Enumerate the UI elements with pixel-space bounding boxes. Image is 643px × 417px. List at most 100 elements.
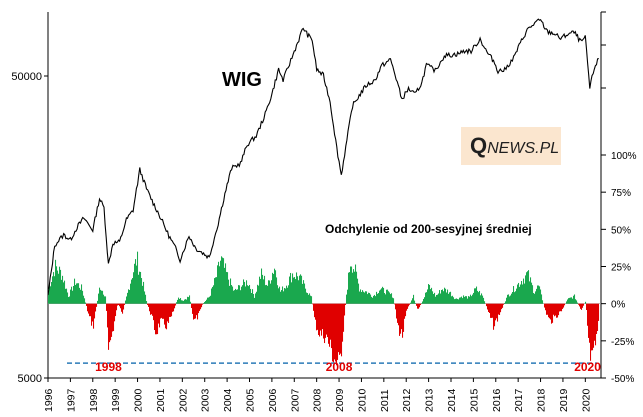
deviation-bar-positive (447, 289, 449, 304)
x-tick-label: 2005 (244, 388, 256, 412)
deviation-bar-negative (121, 303, 123, 312)
deviation-bar-positive (282, 286, 284, 304)
deviation-bar-positive (363, 291, 365, 304)
deviation-bar-negative (157, 303, 159, 335)
deviation-bar-positive (467, 298, 469, 304)
deviation-bar-positive (176, 302, 178, 304)
deviation-bar-positive (362, 290, 364, 304)
deviation-bar-positive (63, 282, 65, 304)
deviation-bar-negative (546, 303, 548, 315)
deviation-bar-positive (527, 271, 529, 304)
deviation-bar-negative (322, 303, 324, 330)
deviation-bar-positive (254, 297, 256, 304)
deviation-bar-positive (525, 275, 527, 304)
deviation-bar-positive (252, 289, 254, 304)
chart-title: WIG (222, 69, 262, 91)
deviation-bar-positive (226, 271, 228, 304)
annotation-1998: 1998 (95, 360, 122, 374)
x-tick-label: 2016 (491, 388, 503, 412)
deviation-bar-positive (387, 289, 389, 304)
deviation-bar-positive (350, 266, 352, 304)
deviation-bar-negative (340, 303, 342, 354)
deviation-bar-positive (181, 300, 183, 304)
deviation-bar-positive (258, 285, 260, 304)
deviation-bar-negative (403, 303, 405, 332)
deviation-bar-positive (441, 289, 443, 304)
deviation-bar-positive (573, 295, 575, 304)
deviation-bar-negative (156, 303, 158, 335)
deviation-bar-positive (231, 285, 233, 304)
qnews-logo-background (461, 127, 561, 165)
deviation-bar-positive (306, 292, 308, 304)
wig-series-line (47, 18, 599, 296)
deviation-bar-negative (591, 303, 593, 351)
deviation-bar-positive (189, 295, 191, 304)
deviation-bar-negative (338, 303, 340, 353)
deviation-bar-positive (479, 290, 481, 304)
deviation-bar-positive (507, 294, 509, 304)
deviation-bar-positive (464, 296, 466, 304)
deviation-bar-negative (592, 303, 594, 351)
deviation-bar-positive (427, 289, 429, 304)
deviation-bar-positive (452, 295, 454, 304)
x-tick-label: 2009 (334, 388, 346, 412)
deviation-bar-positive (383, 287, 385, 304)
deviation-bar-negative (93, 303, 95, 329)
deviation-bar-positive (251, 293, 253, 304)
deviation-bar-positive (146, 301, 148, 304)
deviation-bar-positive (84, 298, 86, 304)
deviation-bar-positive (389, 292, 391, 304)
deviation-bar-negative (201, 303, 203, 308)
deviation-bar-negative (404, 303, 406, 319)
deviation-bar-positive (415, 303, 417, 304)
deviation-bar-negative (148, 303, 150, 307)
deviation-bar-positive (127, 292, 129, 304)
deviation-bar-negative (318, 303, 320, 335)
deviation-bar-negative (116, 303, 118, 311)
deviation-bar-positive (227, 272, 229, 304)
deviation-bar-negative (167, 303, 169, 322)
deviation-bar-positive (244, 281, 246, 304)
deviation-bar-positive (68, 297, 70, 304)
deviation-bar-positive (424, 297, 426, 304)
deviation-bar-negative (417, 303, 419, 309)
x-tick-labels: 1996 1997 1998 1999 2000 2001 2002 2003 2004 2005… (43, 378, 592, 412)
deviation-bar-positive (311, 296, 313, 304)
deviation-bar-positive (289, 276, 291, 304)
deviation-bar-negative (173, 303, 175, 312)
deviation-bar-negative (172, 303, 174, 312)
deviation-bar-negative (162, 303, 164, 319)
deviation-bar-negative (502, 303, 504, 308)
deviation-bar-positive (237, 289, 239, 304)
deviation-bar-negative (200, 303, 202, 310)
deviation-bar-positive (516, 288, 518, 304)
deviation-bar-negative (88, 303, 90, 314)
deviation-bar-positive (53, 272, 55, 304)
deviation-bar-negative (396, 303, 398, 319)
deviation-bar-positive (240, 290, 242, 304)
deviation-bar-negative (112, 303, 114, 332)
deviation-bar-negative (174, 303, 176, 309)
deviation-bar-positive (74, 278, 76, 304)
deviation-bar-positive (130, 283, 132, 304)
deviation-bar-positive (223, 258, 225, 304)
deviation-bar-positive (263, 279, 265, 304)
deviation-bar-positive (221, 256, 223, 304)
deviation-bar-positive (510, 295, 512, 304)
deviation-bar-negative (498, 303, 500, 315)
deviation-bar-positive (133, 272, 135, 304)
deviation-bar-negative (487, 303, 489, 310)
deviation-bar-positive (275, 270, 277, 304)
deviation-bar-negative (95, 303, 97, 312)
deviation-bar-positive (517, 284, 519, 304)
deviation-bar-positive (473, 292, 475, 304)
deviation-bar-positive (284, 288, 286, 304)
deviation-bar-positive (445, 288, 447, 304)
deviation-bar-positive (575, 299, 577, 304)
deviation-bar-negative (192, 303, 194, 314)
deviation-bar-positive (299, 275, 301, 304)
deviation-bar-negative (159, 303, 161, 328)
deviation-bar-negative (551, 303, 553, 324)
deviation-bar-positive (72, 290, 74, 304)
deviation-bar-negative (319, 303, 321, 337)
